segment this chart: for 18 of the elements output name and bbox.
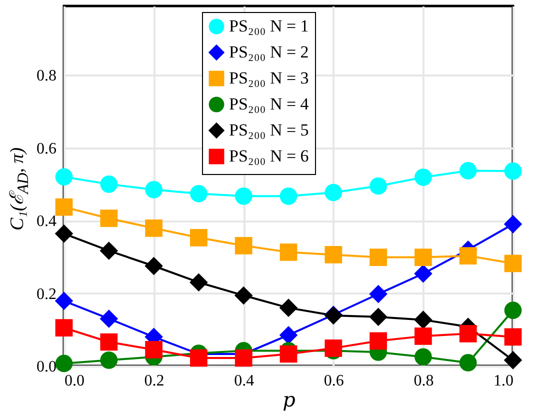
y-tick-label: 0.8 <box>36 68 56 85</box>
legend-label: PS₂₀₀ N = 3 <box>229 68 309 88</box>
y-tick-label: 0.6 <box>36 140 56 158</box>
y-tick-label: 0.0 <box>36 358 56 376</box>
legend-label: PS₂₀₀ N = 2 <box>229 42 309 62</box>
legend-label: PS₂₀₀ N = 6 <box>229 146 309 166</box>
legend-label: PS₂₀₀ N = 1 <box>229 16 309 36</box>
x-tick-label: 0.2 <box>144 372 164 390</box>
y-tick-label: 0.4 <box>36 213 56 230</box>
x-tick-label: 0.0 <box>64 372 84 390</box>
y-tick-label: 0.2 <box>36 286 56 303</box>
x-tick-label: 1.0 <box>494 372 514 390</box>
x-tick-label: 0.4 <box>234 372 254 390</box>
legend-label: PS₂₀₀ N = 5 <box>229 120 309 140</box>
x-axis-title: p <box>282 388 296 412</box>
legend-label: PS₂₀₀ N = 4 <box>229 94 310 114</box>
x-tick-label: 0.6 <box>324 372 344 390</box>
x-tick-label: 0.8 <box>414 372 434 390</box>
